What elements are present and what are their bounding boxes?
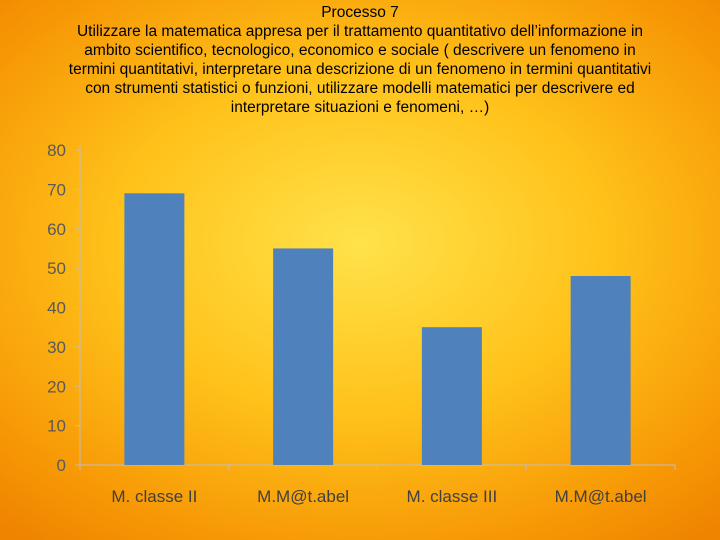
y-tick-label: 30 [47,338,66,357]
category-label: M.M@t.abel [257,487,349,506]
slide-description-line: ambito scientifico, tecnologico, economi… [84,42,636,59]
category-label: M. classe III [407,487,498,506]
slide-title-block: Processo 7 Utilizzare la matematica appr… [20,3,700,117]
slide-description-line: termini quantitativi, interpretare una d… [68,61,652,78]
y-tick-label: 40 [47,299,66,318]
y-tick-label: 10 [47,417,66,436]
y-tick-label: 80 [47,141,66,160]
slide-description-line: Utilizzare la matematica appresa per il … [76,23,644,40]
y-tick-label: 20 [47,377,66,396]
y-tick-label: 0 [57,456,66,475]
slide-description-line: con strumenti statistici o funzioni, uti… [85,80,635,97]
y-tick-label: 70 [47,180,66,199]
category-label: M.M@t.abel [555,487,647,506]
bar [570,276,631,465]
category-label: M. classe II [111,487,197,506]
slide-heading: Processo 7 [321,4,399,21]
bar [421,327,482,465]
bar [273,248,334,465]
y-tick-label: 60 [47,220,66,239]
bar [124,193,185,465]
slide-description-line: interpretare situazioni e fenomeni, …) [230,99,490,116]
y-tick-label: 50 [47,259,66,278]
